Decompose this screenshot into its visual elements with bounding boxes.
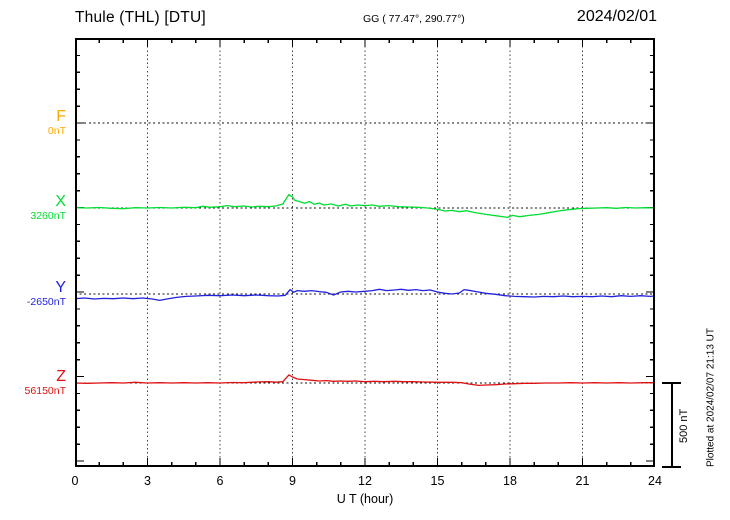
x-tick-label-3: 3 — [144, 474, 151, 488]
scale-bar-bottom-cap — [662, 466, 681, 468]
series-label-Z: Z 56150nT — [24, 368, 66, 397]
series-label-X: X 3260nT — [30, 193, 66, 222]
series-label-Y: Y -2650nT — [26, 279, 66, 308]
plotted-at-note: Plotted at 2024/02/07 21:13 UT — [705, 328, 717, 467]
magnetogram-plot — [75, 38, 655, 467]
x-tick-label-24: 24 — [648, 474, 662, 488]
x-tick-label-18: 18 — [503, 474, 517, 488]
series-letter-X: X — [55, 193, 66, 211]
geographic-coordinates: GG ( 77.47°, 290.77°) — [363, 13, 465, 25]
x-tick-label-15: 15 — [430, 474, 445, 488]
scale-bar-top-cap — [662, 382, 681, 384]
plot-canvas — [75, 38, 655, 467]
x-axis-title: U T (hour) — [336, 492, 394, 506]
series-letter-Y: Y — [55, 279, 66, 297]
series-label-F: F 0nT — [47, 108, 66, 137]
x-tick-label-21: 21 — [575, 474, 590, 488]
series-baseline-F: 0nT — [47, 124, 66, 137]
series-letter-F: F — [56, 108, 66, 126]
series-letter-Z: Z — [56, 368, 66, 386]
x-tick-label-6: 6 — [216, 474, 224, 488]
scale-bar-label: 500 nT — [678, 408, 690, 443]
plot-date: 2024/02/01 — [576, 8, 657, 25]
station-title: Thule (THL) [DTU] — [75, 9, 206, 26]
x-tick-label-0: 0 — [71, 474, 79, 488]
x-tick-label-12: 12 — [358, 474, 372, 488]
series-baseline-Y: -2650nT — [26, 295, 66, 308]
series-baseline-X: 3260nT — [30, 209, 66, 222]
scale-bar — [671, 383, 673, 468]
x-tick-label-9: 9 — [289, 474, 296, 488]
series-baseline-Z: 56150nT — [24, 384, 66, 397]
